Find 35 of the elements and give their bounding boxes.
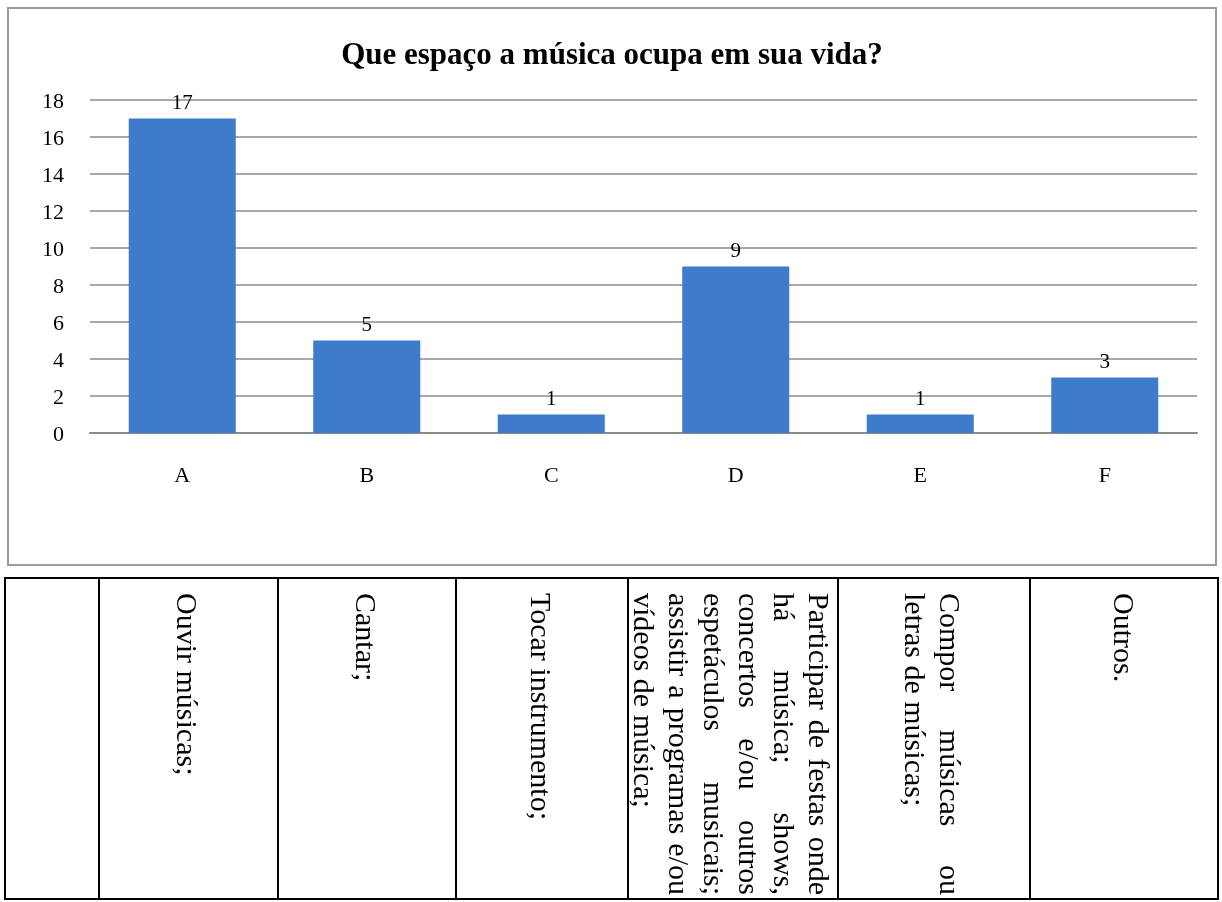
y-tick-label: 4 bbox=[53, 346, 64, 372]
text: Outros. bbox=[1106, 593, 1142, 685]
bar bbox=[497, 414, 605, 433]
bar bbox=[682, 266, 790, 433]
chart-title: Que espaço a música ocupa em sua vida? bbox=[341, 36, 883, 71]
bar bbox=[128, 118, 236, 433]
y-tick-label: 16 bbox=[42, 124, 64, 150]
x-tick-label: B bbox=[359, 461, 375, 487]
bar bbox=[313, 340, 421, 433]
bar bbox=[1051, 377, 1159, 433]
x-tick-label: C bbox=[543, 461, 559, 487]
text: Cantar; bbox=[348, 593, 384, 684]
y-tick-label: 18 bbox=[42, 87, 64, 113]
y-tick-label: 8 bbox=[53, 272, 64, 298]
data-label: 17 bbox=[171, 90, 193, 114]
data-label: 1 bbox=[546, 386, 557, 410]
text: Compor músicas ou letras de músicas; bbox=[898, 593, 968, 895]
y-tick-label: 6 bbox=[53, 309, 64, 335]
data-label: 5 bbox=[361, 312, 372, 336]
bar bbox=[866, 414, 974, 433]
y-tick-label: 2 bbox=[53, 383, 64, 409]
y-tick-label: 14 bbox=[42, 161, 64, 187]
text: Ouvir músicas; bbox=[170, 593, 205, 778]
data-label: 9 bbox=[730, 238, 741, 262]
x-tick-label: E bbox=[913, 461, 927, 487]
y-tick-label: 12 bbox=[42, 198, 64, 224]
y-tick-label: 0 bbox=[53, 420, 64, 446]
x-tick-label: D bbox=[727, 461, 744, 487]
data-label: 1 bbox=[915, 386, 926, 410]
text: Tocar instrumento; bbox=[523, 593, 559, 822]
x-tick-label: F bbox=[1098, 461, 1111, 487]
data-label: 3 bbox=[1099, 349, 1110, 373]
text: Participar de festas onde há música; shows, concertos e/ou outros espetáculos musicais; assistir a programas e/ou vídeos de música; bbox=[627, 593, 837, 895]
y-tick-label: 10 bbox=[42, 235, 64, 261]
x-tick-label: A bbox=[174, 461, 191, 487]
